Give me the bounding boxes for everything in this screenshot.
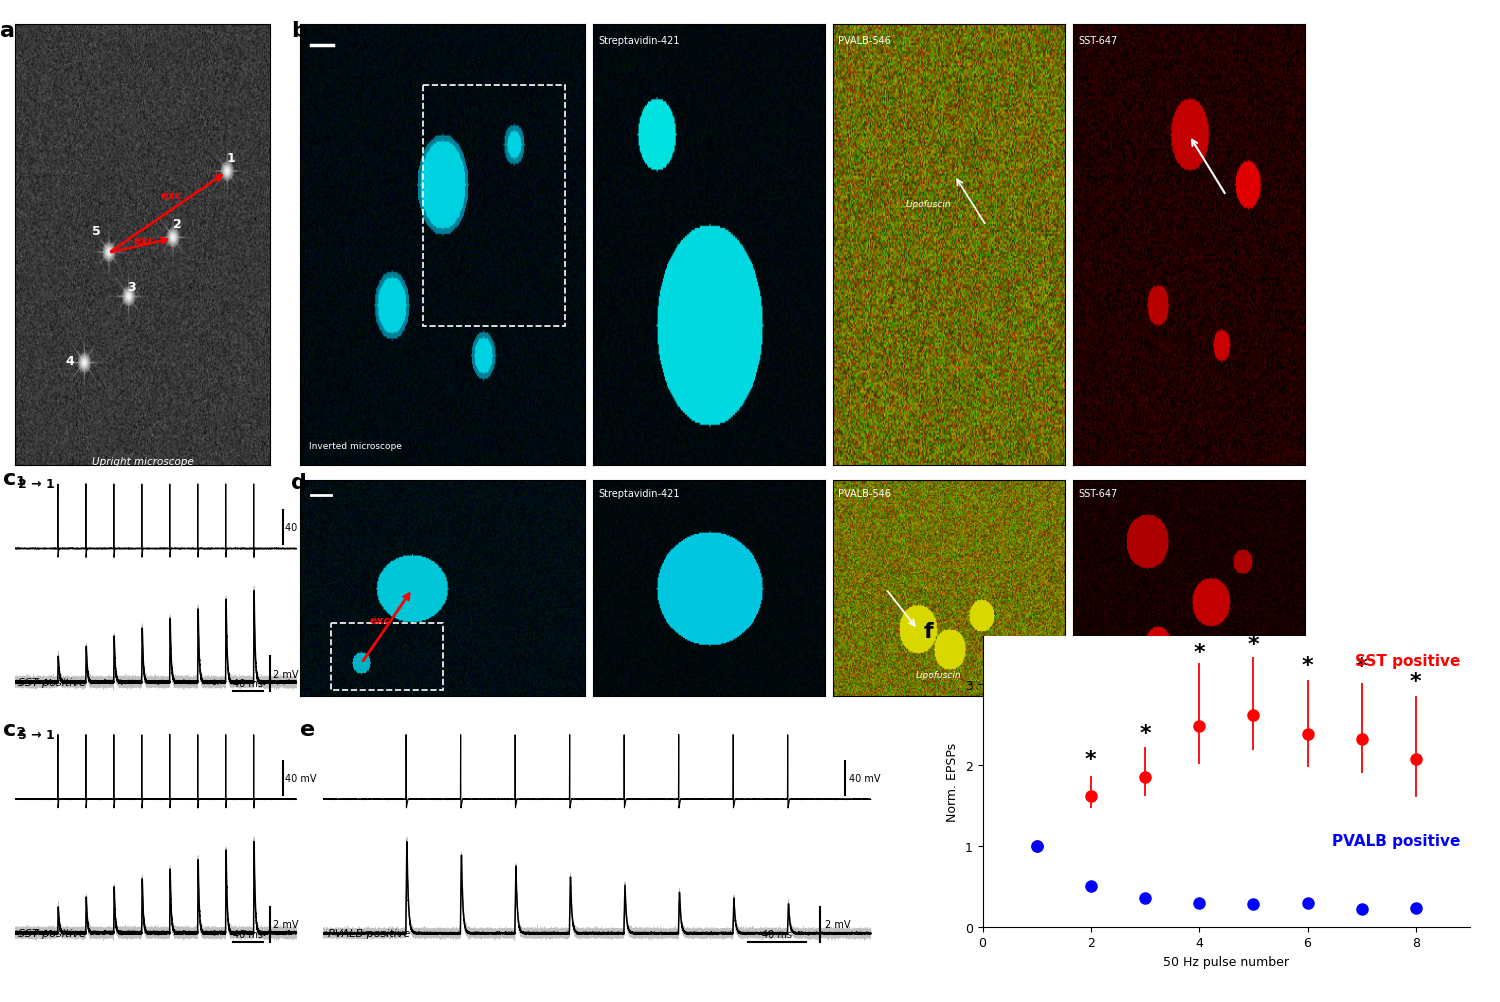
Text: *: * [1302,655,1314,675]
Text: PVALB positive: PVALB positive [328,928,411,938]
Bar [423,86,566,327]
Text: *: * [1138,722,1150,742]
Text: 4: 4 [64,355,74,368]
Text: PVALB positive: PVALB positive [1332,834,1460,849]
X-axis label: 50 Hz pulse number: 50 Hz pulse number [1164,955,1288,968]
Text: *: * [1356,656,1368,676]
Text: PVALB-546: PVALB-546 [839,488,891,498]
Text: SST positive: SST positive [18,677,86,687]
Text: 40 mV: 40 mV [285,773,316,783]
Text: exc: exc [369,615,392,625]
Text: Lipofuscin: Lipofuscin [916,670,962,679]
Text: Inverted microscope: Inverted microscope [309,442,402,451]
Text: Streptavidin-421: Streptavidin-421 [598,488,680,498]
Text: f: f [924,621,933,641]
Text: Upright microscope: Upright microscope [92,456,194,466]
Text: SST-647: SST-647 [1078,36,1118,46]
Text: 2 → 1: 2 → 1 [18,478,54,491]
Text: 40 ms: 40 ms [762,929,792,939]
Text: SST-647: SST-647 [1078,488,1118,498]
Text: *: * [1194,642,1204,662]
Text: c₂: c₂ [3,719,27,739]
Text: 5: 5 [92,225,100,238]
Text: SST positive: SST positive [1354,653,1460,668]
Text: 1: 1 [226,151,236,164]
Text: exc: exc [134,235,154,245]
Text: d: d [291,472,308,492]
Text: exc: exc [160,191,182,201]
Text: PVALB-546: PVALB-546 [839,36,891,46]
Text: b: b [291,21,308,41]
Text: 40 ms: 40 ms [234,929,264,939]
Y-axis label: Norm. EPSPs: Norm. EPSPs [946,742,958,821]
Text: 40 ms: 40 ms [234,678,264,688]
Text: Streptavidin-421: Streptavidin-421 [598,36,680,46]
Text: 2 mV: 2 mV [825,920,850,930]
Text: 40 mV: 40 mV [849,773,880,783]
Text: *: * [1084,749,1096,770]
Text: c₁: c₁ [3,469,27,489]
Text: SST positive: SST positive [18,928,86,938]
Text: a: a [0,21,15,41]
Text: 3: 3 [128,281,135,294]
Text: 2: 2 [172,217,182,230]
Text: *: * [1248,634,1258,654]
Text: 2 mV: 2 mV [273,920,298,930]
Text: 5 → 1: 5 → 1 [18,728,54,741]
Text: 40 mV: 40 mV [285,522,316,532]
Bar [332,623,442,690]
Text: e: e [300,719,315,739]
Text: 2 mV: 2 mV [273,669,298,679]
Text: *: * [1410,671,1422,691]
Text: Lipofuscin: Lipofuscin [906,199,951,208]
